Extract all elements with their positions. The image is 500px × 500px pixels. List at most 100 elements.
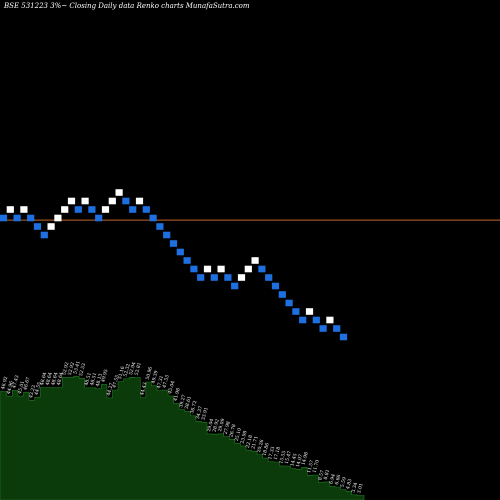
volume-label: 26.78: [228, 424, 237, 438]
volume-label: 46.67: [22, 376, 31, 390]
volume-label: 17.33: [267, 446, 276, 460]
renko-brick-up: [47, 223, 55, 230]
renko-brick-up: [203, 265, 212, 273]
volume-label: 27.98: [223, 421, 232, 435]
volume-label: 21.71: [250, 435, 259, 449]
renko-brick-up: [108, 197, 116, 205]
volume-label: 45.04: [167, 380, 176, 394]
volume-label: 34.37: [195, 406, 204, 420]
volume-label: 53.41: [72, 360, 81, 374]
volume-label: 44.55: [34, 381, 43, 395]
volume-area: [0, 375, 365, 500]
volume-label: 52.81: [134, 362, 143, 376]
renko-brick-up: [135, 197, 144, 205]
volume-label: 46.92: [0, 376, 9, 390]
volume-label: 14.07: [295, 454, 304, 468]
volume-label: 25.10: [234, 427, 243, 441]
volume-label: 48.13: [95, 373, 104, 387]
renko-brick-down: [40, 231, 48, 239]
renko-brick-down: [333, 325, 341, 332]
renko-brick-up: [20, 206, 28, 213]
renko-brick-down: [169, 240, 178, 247]
volume-label: 52.94: [128, 361, 137, 375]
volume-label: 44.27: [106, 382, 115, 396]
renko-brick-up: [237, 274, 246, 281]
volume-label: 52.32: [123, 363, 132, 377]
renko-brick-down: [339, 333, 348, 341]
renko-brick-down: [210, 274, 218, 281]
renko-brick-up: [61, 206, 69, 213]
renko-brick-down: [183, 257, 191, 264]
volume-label: 47.53: [161, 374, 170, 388]
volume-label: 20.26: [256, 439, 265, 453]
renko-brick-down: [0, 214, 8, 222]
volume-label: 3.34: [351, 482, 359, 494]
renko-brick-down: [27, 214, 35, 222]
volume-label: 15.47: [284, 450, 293, 464]
renko-brick-down: [33, 223, 42, 230]
renko-brick-down: [231, 282, 239, 290]
renko-brick-down: [285, 299, 293, 307]
renko-brick-down: [197, 274, 205, 281]
volume-label: 48.64: [39, 372, 48, 386]
renko-brick-down: [224, 274, 232, 281]
volume-label: 17.18: [273, 446, 282, 460]
renko-brick-up: [81, 197, 89, 205]
renko-brick-up: [67, 197, 76, 205]
volume-label: 15.55: [278, 450, 287, 464]
volume-label: 4.83: [345, 478, 353, 490]
chart-title: BSE 531223 3%~ Closing Daily data Renko …: [3, 2, 250, 10]
renko-brick-up: [101, 206, 110, 213]
volume-label: 23.98: [239, 430, 248, 444]
renko-brick-down: [163, 231, 171, 239]
renko-brick-down: [122, 197, 130, 205]
volume-label: 18.86: [262, 442, 271, 456]
renko-brick-down: [149, 214, 157, 222]
renko-brick-down: [129, 206, 137, 213]
volume-label: 51.16: [117, 366, 126, 380]
renko-brick-down: [265, 274, 273, 281]
volume-label: 48.64: [45, 372, 54, 386]
volume-label: 11.70: [312, 459, 321, 473]
volume-label: 45.01: [17, 380, 26, 394]
volume-label: 48.51: [84, 372, 93, 386]
renko-brick-up: [217, 265, 225, 273]
volume-label: 52.92: [61, 362, 70, 376]
volume-label: 47.43: [11, 375, 20, 389]
volume-label: 50.96: [145, 366, 154, 380]
renko-brick-up: [326, 316, 334, 324]
renko-brick-down: [142, 206, 150, 213]
volume-label: 48.64: [50, 372, 59, 386]
renko-brick-down: [312, 316, 320, 324]
renko-brick-down: [258, 265, 266, 273]
volume-label: 47.55: [111, 374, 120, 388]
volume-panel: 46.9244.9647.4345.0146.6743.2344.5548.64…: [0, 360, 365, 500]
volume-label: 5.59: [339, 476, 347, 488]
volume-label: 48.64: [56, 372, 65, 386]
renko-brick-up: [244, 265, 252, 273]
volume-label: 14.45: [289, 453, 298, 467]
renko-brick-down: [95, 214, 103, 222]
volume-label: 6.94: [328, 473, 336, 485]
volume-label: 48.51: [89, 372, 98, 386]
renko-brick-down: [271, 282, 280, 290]
renko-brick-down: [319, 325, 327, 332]
renko-brick-up: [54, 214, 62, 222]
volume-label: 11.57: [306, 459, 315, 473]
renko-brick-down: [278, 291, 286, 298]
volume-label: 8.57: [317, 469, 325, 481]
renko-brick-up: [305, 308, 314, 315]
renko-brick-up: [251, 257, 259, 264]
volume-label: 36.72: [189, 400, 198, 414]
renko-brick-down: [292, 308, 300, 315]
volume-label: 49.95: [100, 369, 109, 383]
volume-label: 6.66: [334, 474, 342, 486]
volume-label: 43.23: [28, 384, 37, 398]
renko-brick-down: [74, 206, 82, 213]
volume-label: 38.61: [184, 396, 193, 410]
volume-label: 52.53: [78, 363, 87, 377]
renko-brick-up: [115, 189, 123, 196]
renko-brick-down: [13, 214, 21, 222]
volume-label: 33.91: [200, 407, 209, 421]
